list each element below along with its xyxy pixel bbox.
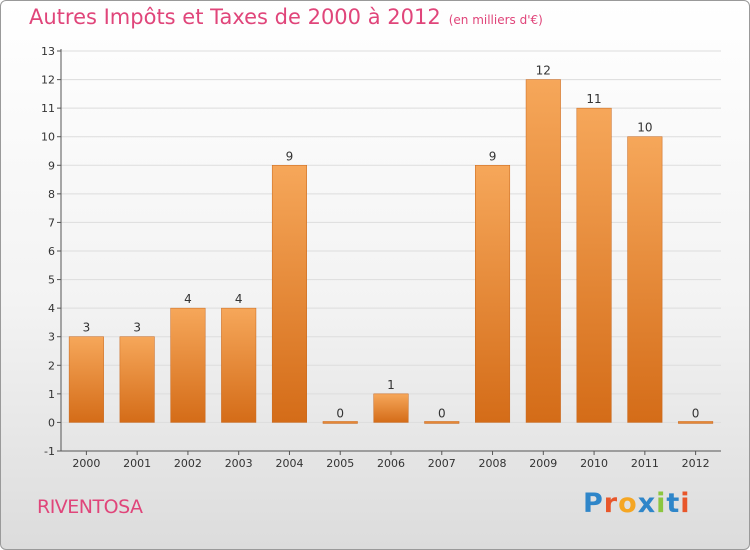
data-label-2003: 4 [235,292,243,306]
y-tick-label: 3 [48,331,55,344]
y-tick-label: 5 [48,274,55,287]
x-tick-label-2006: 2006 [377,457,405,470]
y-tick-label: 11 [41,102,55,115]
logo-letter: i [680,488,691,519]
logo-letter: P [583,488,604,519]
bar-2010 [576,107,612,423]
proxiti-logo[interactable]: Proxiti [583,488,691,519]
data-label-2009: 12 [536,64,551,78]
x-tick-label-2003: 2003 [225,457,253,470]
logo-letter: t [666,488,681,519]
y-tick-label: 10 [41,131,55,144]
data-label-2012: 0 [692,406,700,420]
labels: 3 2000 3 2001 4 2002 4 2003 9 2004 0 2005 1 2006 0 2007… [72,64,709,470]
bar-2004 [271,165,307,423]
x-tick-label-2000: 2000 [72,457,100,470]
logo-letter: i [656,488,667,519]
y-tick-label: 2 [48,359,55,372]
x-tick-label-2012: 2012 [682,457,710,470]
logo-letter: x [637,488,657,519]
x-tick-label-2009: 2009 [529,457,557,470]
bar-2007 [424,421,460,424]
y-tick-label: 13 [41,45,55,58]
data-label-2001: 3 [133,321,141,335]
x-tick-label-2010: 2010 [580,457,608,470]
bar-2008 [475,165,511,423]
x-tick-label-2005: 2005 [326,457,354,470]
x-tick-label-2007: 2007 [428,457,456,470]
chart-title-text: Autres Impôts et Taxes de 2000 à 2012 [29,5,441,29]
data-label-2007: 0 [438,406,446,420]
bar-2002 [170,307,206,423]
bar-2009 [525,79,561,423]
y-tick-label: 1 [48,388,55,401]
y-tick-label: 6 [48,245,55,258]
data-label-2002: 4 [184,292,192,306]
chart-unit: (en milliers d'€) [448,13,543,27]
y-tick-label: 12 [41,74,55,87]
logo-letter: o [618,488,638,519]
x-tick-label-2011: 2011 [631,457,659,470]
x-tick-label-2002: 2002 [174,457,202,470]
bar-2005 [322,421,358,424]
data-label-2010: 11 [586,92,601,106]
y-tick-label: 4 [48,302,55,315]
bar-2011 [627,136,663,423]
x-tick-label-2008: 2008 [479,457,507,470]
y-tick-label: 9 [48,159,55,172]
x-tick-label-2001: 2001 [123,457,151,470]
data-label-2005: 0 [336,406,344,420]
chart-title: Autres Impôts et Taxes de 2000 à 2012 (en… [29,5,543,29]
bars [68,79,714,424]
data-label-2011: 10 [637,121,652,135]
data-label-2000: 3 [83,321,91,335]
bar-2001 [119,336,155,423]
y-tick-label: -1 [44,445,55,458]
bar-2000 [68,336,104,423]
logo-letter: r [603,488,619,519]
data-label-2008: 9 [489,149,497,163]
bar-2012 [678,421,714,424]
y-tick-label: 7 [48,216,55,229]
x-tick-label-2004: 2004 [275,457,303,470]
bar-2003 [221,307,257,423]
bar-2006 [373,393,409,423]
data-label-2006: 1 [387,378,395,392]
commune-name: RIVENTOSA [37,496,143,518]
y-tick-label: 8 [48,188,55,201]
data-label-2004: 9 [286,149,294,163]
y-tick-label: 0 [48,416,55,429]
